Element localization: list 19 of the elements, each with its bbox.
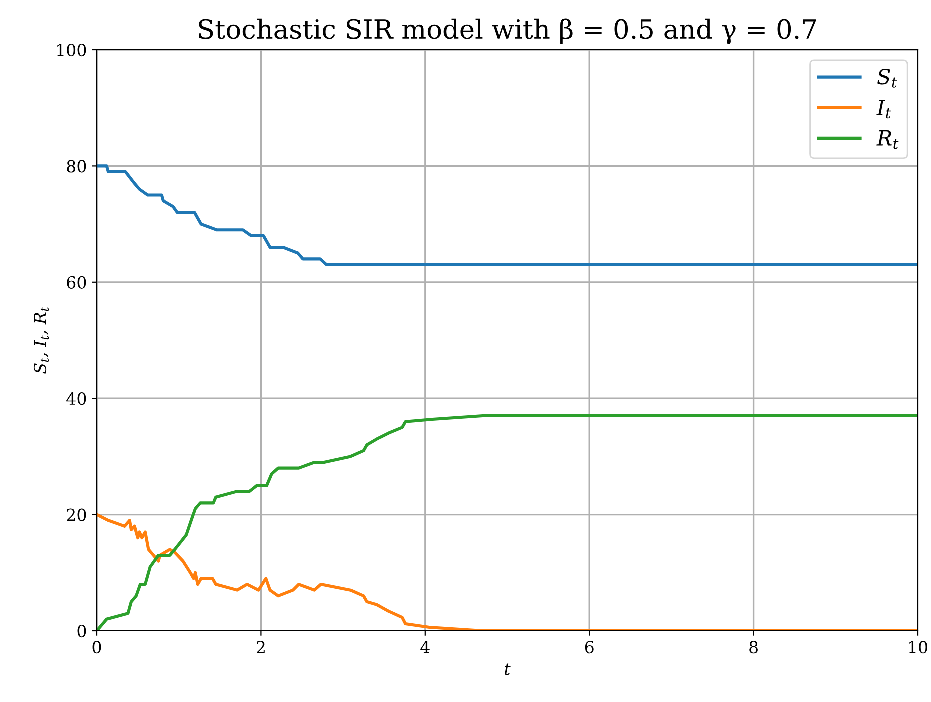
y-tick-label: 100 [58, 44, 86, 57]
y-tick-label: 20 [67, 508, 86, 522]
x-tick-label: 8 [750, 641, 758, 654]
x-tick-label: 10 [909, 641, 928, 654]
y-tick-label: 0 [78, 624, 86, 638]
legend-label: R$_{t}$ [876, 130, 899, 150]
y-axis-title: S$_{t}$, I$_{t}$, R$_{t}$ [34, 307, 50, 374]
legend-label: I$_{t}$ [876, 100, 892, 119]
y-tick-label: 60 [67, 276, 86, 289]
x-tick-label: 2 [257, 641, 265, 654]
chart-title: Stochastic SIR model with β = 0.5 and γ = 0.7 [199, 18, 816, 44]
y-tick-label: 80 [67, 160, 86, 173]
legend-label: S$_{t}$ [878, 68, 898, 88]
x-tick-label: 0 [92, 641, 102, 654]
y-tick-label: 40 [66, 392, 86, 406]
x-axis-title: t [505, 664, 511, 676]
x-tick-label: 4 [420, 641, 430, 654]
line-series [97, 164, 918, 266]
x-tick-label: 6 [585, 641, 594, 654]
